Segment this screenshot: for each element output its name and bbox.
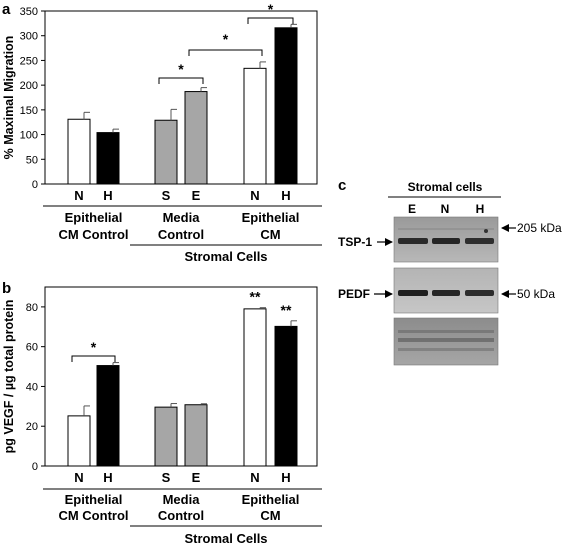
vegf-bar-chart: 0 20 40 60 80 pg VEGF / µg total protein N H S E N… — [2, 286, 322, 546]
category-label: H — [103, 188, 112, 203]
group-label-line1: Epithelial — [242, 492, 300, 507]
y-axis-label: % Maximal Migration — [2, 36, 16, 160]
plot-frame — [44, 286, 318, 467]
significance-marker: * — [268, 1, 274, 17]
tsp1-faint-band — [398, 228, 494, 230]
group-label-line2: CM — [260, 508, 280, 523]
marker-50kda: 50 kDa — [517, 287, 555, 301]
blot-title: Stromal cells — [408, 180, 483, 194]
group-label-line1: Media — [163, 492, 201, 507]
tsp1-band-h — [465, 238, 494, 244]
y-tick-label: 350 — [20, 6, 38, 18]
significance-bracket — [247, 17, 294, 24]
significance-bracket — [188, 49, 263, 56]
y-tick-label: 100 — [20, 130, 38, 142]
category-label: H — [281, 188, 290, 203]
y-axis-label: pg VEGF / µg total protein — [2, 300, 16, 454]
y-tick-label: 40 — [26, 381, 38, 393]
loading-band-3 — [398, 348, 494, 351]
category-label: S — [162, 188, 171, 203]
group-label-line1: Epithelial — [242, 210, 300, 225]
tsp1-band-e — [398, 238, 428, 244]
pedf-band-h — [465, 290, 494, 296]
tsp1-band-n — [432, 238, 460, 244]
migration-bar-chart: 0 50 100 150 200 250 300 350 % Maximal Migration… — [2, 1, 322, 264]
supergroup-label: Stromal Cells — [184, 531, 267, 546]
bar — [274, 27, 298, 185]
significance-marker: * — [91, 339, 97, 355]
loading-band-2 — [398, 338, 494, 342]
bar — [67, 415, 91, 467]
panel-letter-b: b — [2, 280, 11, 297]
loading-band-1 — [398, 330, 494, 333]
group-label-line1: Epithelial — [65, 492, 123, 507]
y-tick-label: 150 — [20, 105, 38, 117]
y-tick-label: 80 — [26, 302, 38, 314]
bar — [96, 132, 120, 185]
category-label: H — [281, 470, 290, 485]
blot-speck — [484, 229, 488, 233]
category-label: H — [103, 470, 112, 485]
supergroup-label: Stromal Cells — [184, 249, 267, 264]
significance-bracket — [71, 355, 116, 362]
category-label: N — [74, 188, 83, 203]
significance-bracket — [158, 77, 204, 84]
category-label: N — [250, 188, 259, 203]
pedf-band-e — [398, 290, 428, 296]
panel-letter-c: c — [338, 177, 346, 194]
group-label-line2: CM — [260, 227, 280, 242]
group-label-line1: Media — [163, 210, 201, 225]
lane-label-n: N — [441, 202, 450, 216]
bar — [274, 325, 298, 467]
tsp1-label: TSP-1 — [338, 235, 372, 249]
panel-c-western-blot: c Stromal cells E N H TSP-1 205 kDa PEDF… — [338, 177, 562, 366]
significance-marker: ** — [250, 289, 261, 305]
group-label-line2: Control — [158, 508, 204, 523]
bar — [184, 404, 208, 467]
bar — [67, 118, 91, 185]
panel-b: b 0 20 40 60 80 pg VEGF / µg total protein N H S… — [2, 280, 322, 546]
lane-label-h: H — [476, 202, 485, 216]
bar — [184, 91, 208, 185]
bar — [154, 406, 178, 467]
category-label: E — [192, 188, 201, 203]
significance-marker: * — [223, 31, 229, 47]
bar — [154, 119, 178, 185]
marker-205kda: 205 kDa — [517, 221, 562, 235]
group-label-line2: CM Control — [58, 227, 128, 242]
plot-frame — [44, 10, 318, 185]
panel-a: a 0 50 100 150 200 250 300 350 % Maximal Migrati… — [2, 1, 322, 264]
y-tick-label: 50 — [26, 154, 38, 166]
y-tick-label: 300 — [20, 31, 38, 43]
bar — [243, 67, 267, 185]
bar — [96, 365, 120, 467]
y-tick-label: 200 — [20, 80, 38, 92]
group-label-line2: Control — [158, 227, 204, 242]
panel-letter-a: a — [2, 1, 11, 18]
significance-marker: ** — [281, 302, 292, 318]
y-tick-label: 0 — [32, 179, 38, 191]
category-label: N — [74, 470, 83, 485]
bar — [243, 308, 267, 467]
pedf-band-n — [432, 290, 460, 296]
category-label: N — [250, 470, 259, 485]
category-label: E — [192, 470, 201, 485]
pedf-label: PEDF — [338, 287, 370, 301]
y-tick-label: 60 — [26, 342, 38, 354]
y-tick-label: 20 — [26, 421, 38, 433]
lane-label-e: E — [408, 202, 416, 216]
group-label-line2: CM Control — [58, 508, 128, 523]
group-label-line1: Epithelial — [65, 210, 123, 225]
y-tick-label: 0 — [32, 461, 38, 473]
significance-marker: * — [178, 61, 184, 77]
category-label: S — [162, 470, 171, 485]
y-tick-label: 250 — [20, 55, 38, 67]
